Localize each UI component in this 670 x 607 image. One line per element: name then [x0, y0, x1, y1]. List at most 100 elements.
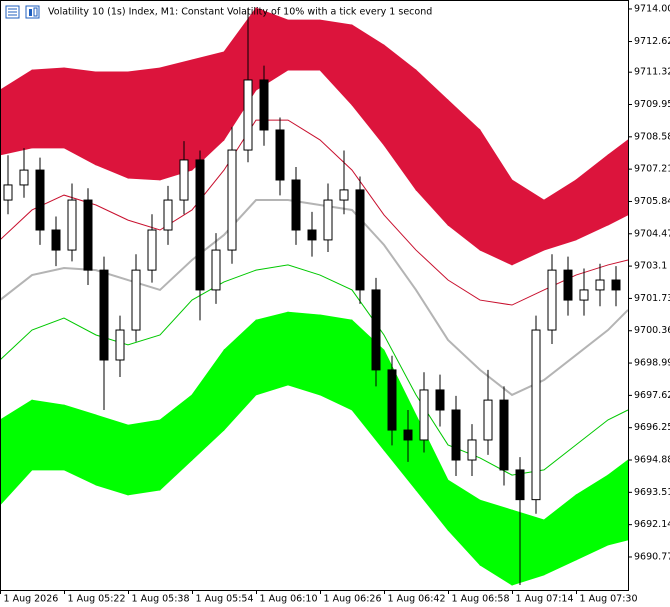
band-segment [543, 179, 577, 251]
candle-body [259, 79, 269, 131]
x-tick-label: 1 Aug 06:42 [388, 594, 446, 605]
band-segment [607, 459, 629, 546]
y-tick-label: 9698.99 [634, 358, 670, 369]
y-tick-label: 9704.47 [634, 228, 670, 239]
band-segment [223, 319, 257, 432]
candle-body [243, 79, 253, 151]
candle-body [291, 179, 301, 231]
candle-body [227, 149, 237, 251]
x-tick-label: 1 Aug 2026 [4, 594, 59, 605]
candle-body [595, 279, 605, 291]
band-segment [191, 51, 225, 172]
candle-body [403, 429, 413, 441]
candle-body [499, 399, 509, 471]
candle-body [19, 169, 29, 186]
band-segment [255, 311, 289, 396]
candle-body [307, 229, 317, 241]
y-tick-label: 9703.1 [634, 261, 667, 272]
candle-body [611, 279, 621, 291]
candle-body [515, 469, 525, 501]
candle-body [483, 399, 493, 441]
icon [33, 7, 38, 17]
candle-body [115, 329, 125, 361]
y-tick-label: 9711.32 [634, 67, 670, 78]
y-tick-label: 9696.25 [634, 422, 670, 433]
candle-body [179, 159, 189, 201]
candle-body [531, 329, 541, 501]
candle-body [67, 199, 77, 251]
band-segment [575, 474, 609, 561]
plot-border [0, 0, 629, 591]
band-segment [319, 314, 353, 411]
band-segment [479, 128, 513, 266]
candle-body [51, 229, 61, 251]
candle-body [371, 289, 381, 371]
chart-icons [5, 5, 40, 19]
x-tick-label: 1 Aug 07:30 [580, 594, 638, 605]
candle-body [163, 199, 173, 231]
candle-body [547, 269, 557, 331]
candle-body [387, 369, 397, 431]
band-segment [0, 69, 33, 156]
x-tick-label: 1 Aug 07:14 [516, 594, 574, 605]
band-segment [159, 394, 193, 491]
band-segment [255, 7, 289, 91]
candle-body [355, 189, 365, 291]
band-segment [95, 71, 129, 179]
candle-body [275, 129, 285, 181]
candle-body [467, 439, 477, 461]
band-segment [127, 419, 161, 496]
y-tick-label: 9705.84 [634, 196, 670, 207]
candle-body [579, 289, 589, 301]
band-segment [63, 404, 97, 486]
band-segment [63, 67, 97, 166]
band-segment [415, 69, 449, 227]
indicator-line [0, 119, 629, 306]
y-tick-label: 9697.62 [634, 390, 670, 401]
band-segment [95, 414, 129, 496]
band-segment [447, 479, 481, 567]
band-segment [127, 67, 161, 181]
y-tick-label: 9694.88 [634, 455, 670, 466]
band-segment [447, 99, 481, 251]
x-tick-label: 1 Aug 05:54 [196, 594, 254, 605]
candle-body [563, 269, 573, 301]
x-tick-label: 1 Aug 05:38 [132, 594, 190, 605]
band-segment [31, 399, 65, 471]
candle-body [3, 184, 13, 201]
band-segment [479, 499, 513, 586]
y-tick-label: 9692.14 [634, 519, 670, 530]
band-segment [319, 19, 353, 107]
band-segment [0, 399, 33, 506]
x-tick-label: 1 Aug 06:58 [452, 594, 510, 605]
band-segment [191, 348, 225, 461]
candle-body [83, 199, 93, 271]
y-tick-label: 9712.62 [634, 36, 670, 47]
candle-body [451, 409, 461, 461]
band-segment [383, 44, 417, 192]
x-tick-label: 1 Aug 05:22 [68, 594, 126, 605]
y-tick-label: 9701.73 [634, 293, 670, 304]
y-tick-label: 9693.51 [634, 487, 670, 498]
band-segment [543, 494, 577, 576]
candle-body [435, 389, 445, 411]
y-tick-label: 9707.21 [634, 164, 670, 175]
band-segment [607, 139, 629, 226]
y-tick-label: 9709.95 [634, 99, 670, 110]
candle-body [99, 269, 109, 361]
x-tick-label: 1 Aug 06:10 [260, 594, 318, 605]
candle-body [339, 189, 349, 201]
y-tick-label: 9690.77 [634, 551, 670, 562]
candle-body [323, 199, 333, 241]
candle-body [419, 389, 429, 441]
band-segment [287, 19, 321, 71]
chart-title: Volatility 10 (1s) Index, M1: Constant V… [48, 7, 432, 18]
plot-area [0, 6, 629, 586]
band-segment [511, 509, 545, 586]
y-tick-label: 9700.36 [634, 325, 670, 336]
candle-body [195, 159, 205, 291]
band-segment [287, 311, 321, 396]
band-segment [31, 67, 65, 149]
